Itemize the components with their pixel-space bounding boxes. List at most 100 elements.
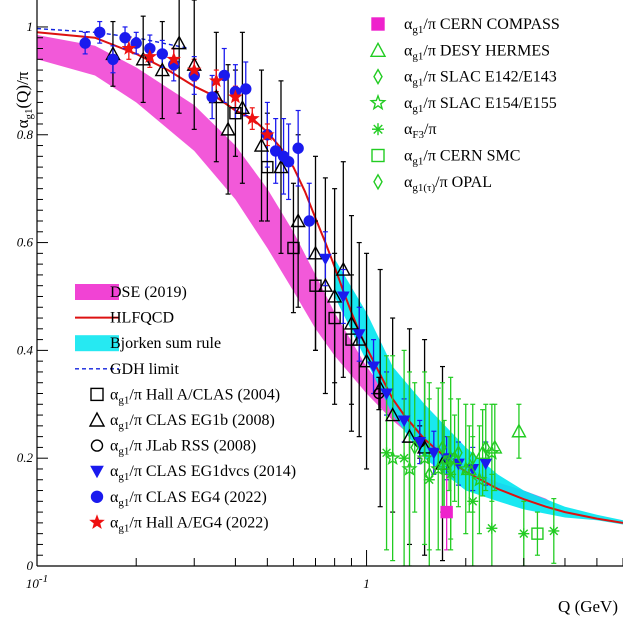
y-tick-label-0: 0	[27, 558, 34, 573]
legend-right-marker-4	[372, 123, 384, 136]
point-alpha_f3-4-stroke	[468, 496, 478, 506]
legend-right-label-sub: g1	[412, 103, 423, 115]
legend-right-marker-2	[373, 68, 383, 86]
legend-right-label-2: αg1/π SLAC E142/E143	[404, 69, 557, 89]
point-clas_eg1b_2008-6	[220, 121, 236, 136]
legend-left-marker-7	[90, 465, 104, 479]
y-tick-label-0.6: 0.6	[17, 235, 34, 250]
legend-right-label-rest: /π SLAC E142/E143	[423, 69, 556, 86]
legend-left-label-main: α	[110, 514, 119, 531]
point-clas_eg1dvcs_2014-2	[352, 329, 366, 341]
point-clas_eg1b_2008-3	[171, 35, 187, 50]
legend-right-label-main: α	[404, 95, 413, 112]
point-clas_eg1b_2008-2	[154, 62, 170, 77]
point-hallA_eg4_2022-0	[121, 40, 137, 55]
legend-right-marker-6-shape	[373, 173, 383, 191]
plot-frame	[36, 0, 623, 567]
point-hallA_clas_2004-3-shape	[309, 279, 322, 292]
y-axis-title-rest: (Q)/π	[13, 71, 32, 108]
legend-left-label-6: αg1/π JLab RSS (2008)	[110, 438, 256, 458]
point-alpha_f3-5-stroke	[487, 523, 497, 533]
point-clas_eg1dvcs_2014-0	[319, 253, 332, 266]
legend-left-label-7: αg1/π CLAS EG1dvcs (2014)	[110, 463, 296, 483]
x-tick-exponent: -1	[39, 573, 48, 585]
point-hallA_eg4_2022-7	[260, 127, 275, 141]
legend-left-label-sub: g1	[118, 446, 129, 458]
legend-left-label-rest: /π CLAS EG1b (2008)	[129, 412, 274, 429]
legend-left-label-rest: /π CLAS EG1dvcs (2014)	[129, 463, 296, 480]
legend-right-marker-5	[371, 148, 385, 163]
legend-right-marker-5-shape	[371, 148, 385, 163]
point-clas_eg1b_2008-3-shape	[171, 35, 187, 50]
point-hallA_clas_2004-2	[287, 241, 300, 255]
point-clas_eg1b_2008-11	[307, 245, 324, 260]
legend-left-marker-8	[90, 490, 104, 503]
point-cern_smc-0	[531, 527, 544, 540]
legend-left-label-main: α	[110, 386, 119, 403]
point-cern_compass-0	[440, 505, 453, 519]
point-slac_e154_e155-0-shape	[384, 449, 401, 466]
point-opal-0-shape	[444, 455, 454, 472]
legend-right-label-6: αg1(τ)/π OPAL	[404, 174, 492, 194]
legend-left-label-main: α	[110, 412, 119, 429]
point-hallA_eg4_2022-7-shape	[260, 127, 275, 141]
legend-left-label-1: HLFQCD	[110, 310, 174, 327]
point-clas_eg1dvcs_2014-5	[397, 415, 411, 427]
legend-left-marker-6	[90, 439, 104, 452]
point-clas_eg1b_2008-14-shape	[335, 261, 351, 276]
point-alpha_f3-5	[486, 522, 498, 534]
point-slac_e142_e143-3-shape	[454, 444, 463, 461]
point-clas_eg1b_2008-14	[335, 261, 351, 276]
point-slac_e154_e155-2	[416, 449, 433, 466]
point-clas_eg1b_2008-12	[317, 277, 334, 292]
legend-left-marker-6-shape	[90, 439, 104, 452]
point-alpha_f3-0-stroke	[382, 448, 391, 458]
point-slac_e142_e143-4	[468, 450, 478, 467]
point-clas_eg4_2022-16	[282, 156, 295, 168]
point-cern_smc-0-shape	[531, 527, 544, 540]
point-clas_eg1b_2008-12-shape	[317, 277, 334, 292]
legend-left-marker-9	[89, 514, 105, 530]
point-clas_eg4_2022-10	[218, 69, 230, 82]
legend-right-label-rest: /π SLAC E154/E155	[423, 95, 556, 112]
point-clas_eg1b_2008-8	[253, 137, 270, 152]
point-alpha_f3-7-stroke	[549, 526, 559, 536]
point-clas_eg4_2022-9	[206, 91, 218, 103]
point-slac_e142_e143-5	[481, 439, 491, 456]
legend-left-marker-8-shape	[90, 490, 104, 503]
point-clas_eg4_2022-17-shape	[292, 142, 304, 154]
point-slac_e142_e143-2	[438, 439, 447, 456]
legend-left: DSE (2019) HLFQCD Bjorken sum rule GDH limi…	[75, 284, 296, 534]
point-clas_eg4_2022-10-shape	[218, 69, 230, 82]
point-clas_eg1b_2008-9-shape	[273, 159, 289, 174]
point-clas_eg1b_2008-17-shape	[358, 353, 375, 368]
y-tick-label-0.8: 0.8	[17, 127, 34, 142]
point-hallA_clas_2004-1	[261, 160, 274, 174]
point-clas_eg1b_2008-19	[384, 407, 401, 422]
point-hallA_clas_2004-1-shape	[261, 160, 274, 174]
legend-right-marker-3	[369, 93, 387, 111]
legend-right-label-4: αF3/π	[404, 121, 437, 141]
point-clas_eg1dvcs_2014-1-shape	[336, 291, 350, 304]
legend-right-label-rest: /π DESY HERMES	[423, 42, 550, 59]
point-slac_e154_e155-7-shape	[483, 444, 500, 460]
y-tick-label-0.4: 0.4	[17, 342, 34, 357]
point-clas_eg4_2022-6	[156, 48, 169, 60]
point-cern_compass-0-shape	[440, 505, 453, 519]
point-slac_e154_e155-5-shape	[457, 460, 474, 476]
legend-right-label-rest: /π	[424, 121, 437, 138]
point-hallA_clas_2004-3	[309, 279, 322, 292]
point-clas_eg4_2022-9-shape	[206, 91, 218, 103]
legend-left-label-main: α	[110, 463, 119, 480]
point-hallA_eg4_2022-2-shape	[166, 51, 181, 66]
point-clas_eg1b_2008-20-shape	[401, 428, 418, 443]
point-clas_eg4_2022-1-shape	[94, 26, 106, 39]
legend-left-label-8: αg1/π CLAS EG4 (2022)	[110, 489, 267, 509]
legend-right-marker-1	[369, 41, 387, 57]
point-hallA_eg4_2022-5	[228, 89, 243, 104]
point-opal-0	[444, 455, 454, 472]
point-clas_eg1b_2008-15	[343, 315, 360, 330]
point-clas_eg4_2022-1	[94, 26, 106, 39]
